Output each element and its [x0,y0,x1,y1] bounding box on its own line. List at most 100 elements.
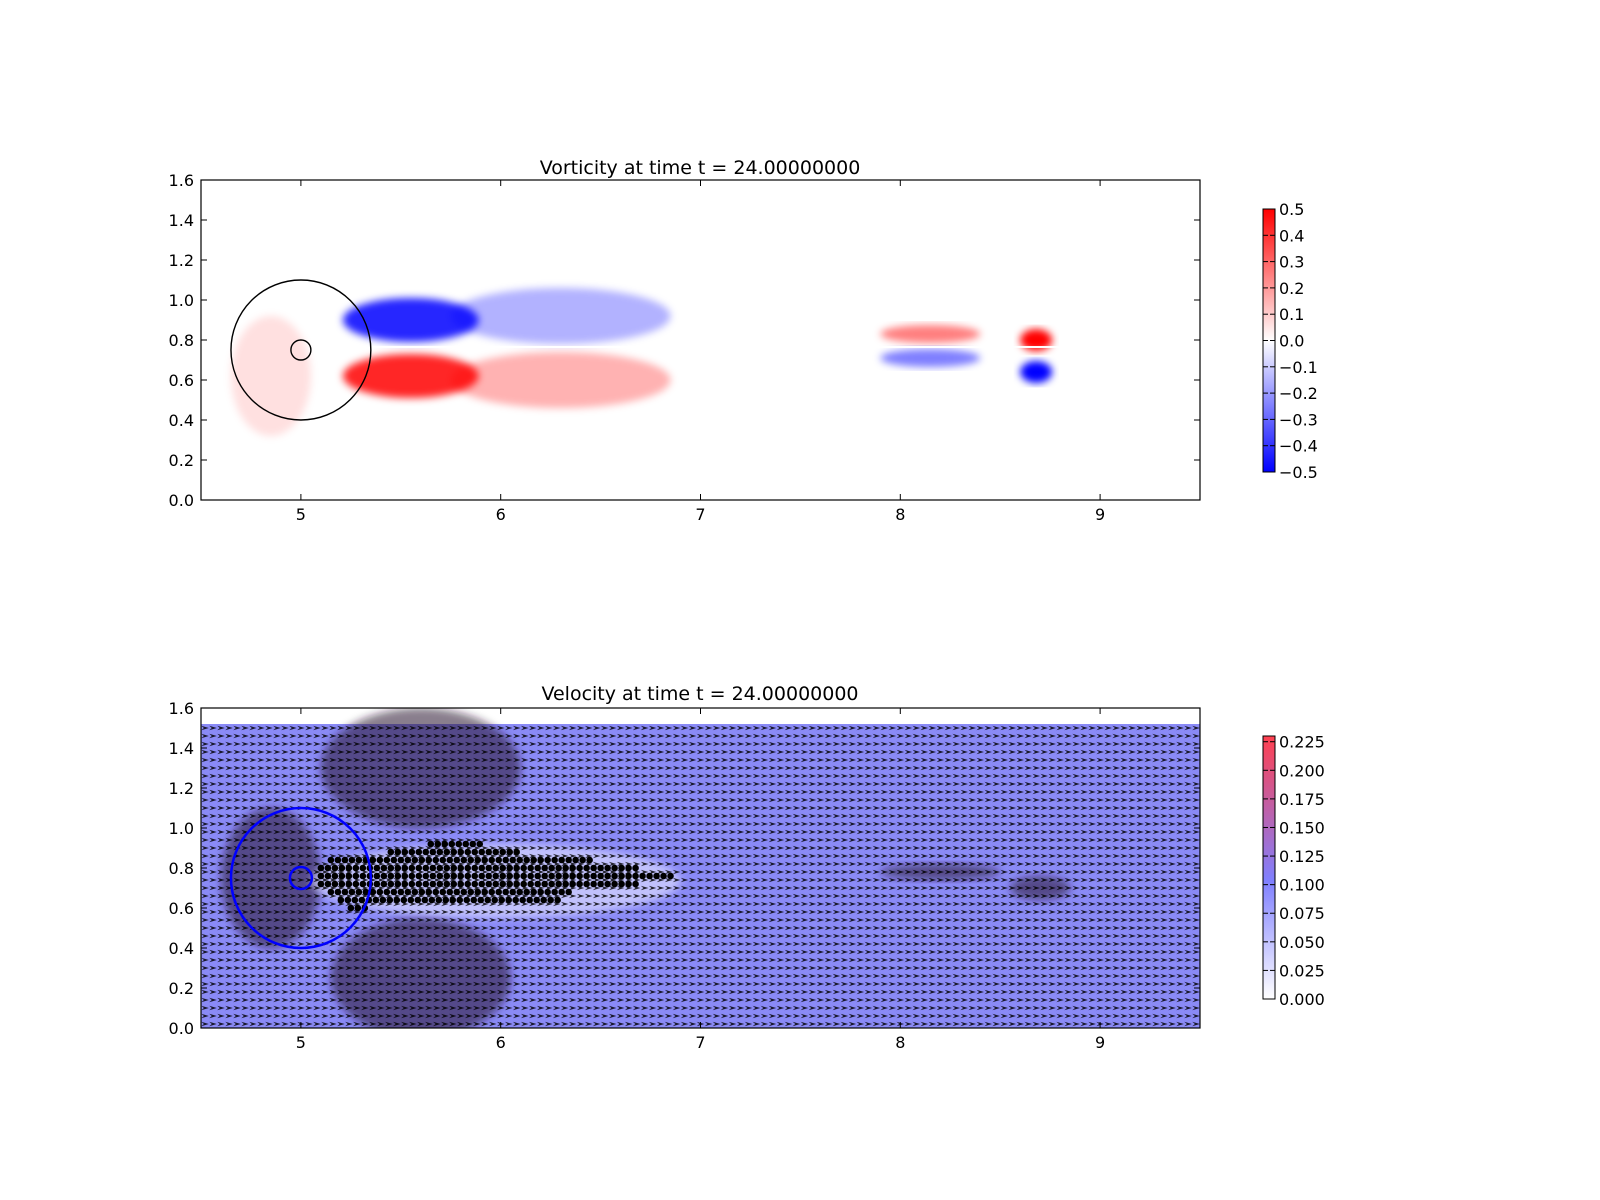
velocity-wake-dot [422,848,430,856]
velocity-wake-dot [443,848,451,856]
velocity-wake-dot [317,872,325,880]
velocity-wake-dot [565,888,572,896]
velocity-wake-dot [453,888,461,896]
vorticity-cb-tick-label: −0.5 [1279,463,1318,482]
velocity-wake-dot [618,864,625,872]
velocity-wake-dot [460,856,468,864]
velocity-wake-dot [611,880,618,888]
velocity-wake-dot [379,896,387,904]
velocity-wake-dot [467,856,475,864]
velocity-dark-region [220,808,321,948]
velocity-title: Velocity at time t = 24.00000000 [541,683,858,705]
velocity-wake-dot [327,856,335,864]
vorticity-xtick-label: 6 [496,505,506,524]
velocity-wake-dot [327,888,335,896]
vorticity-xtick-label: 8 [895,505,905,524]
velocity-wake-dot [390,888,398,896]
velocity-wake-dot [513,880,520,888]
velocity-wake-dot [541,880,548,888]
velocity-circle [229,806,373,950]
velocity-cb-tick-label: 0.225 [1279,733,1325,752]
vorticity-title: Vorticity at time t = 24.00000000 [540,157,861,179]
vorticity-ytick-label: 0.2 [169,451,194,470]
velocity-xtick-label: 8 [895,1033,905,1052]
velocity-wake-dot [464,880,472,888]
velocity-wake-dot [653,872,660,880]
velocity-wake-dot [492,848,500,856]
velocity-wake-dot [450,848,458,856]
velocity-ytick-label: 1.6 [169,699,194,718]
velocity-wake-dot [548,880,555,888]
velocity-wake-dot [509,888,516,896]
velocity-wake-dot [393,896,401,904]
velocity-wake-dot [534,880,541,888]
velocity-wake-dot [422,880,430,888]
velocity-wake-dot [499,880,506,888]
velocity-wake-dot [527,872,534,880]
velocity-wake-dot [495,856,503,864]
velocity-wake-dot [450,864,458,872]
velocity-wake-dot [512,896,519,904]
velocity-wake-dot [380,880,388,888]
velocity-wake-dot [415,880,423,888]
velocity-cb-tick-label: 0.125 [1279,847,1325,866]
vorticity-halo [230,316,311,436]
velocity-wake-dot [632,872,639,880]
velocity-wake-dot [358,896,366,904]
vorticity-structure [1020,329,1053,351]
velocity-wake-dot [439,888,447,896]
velocity-wake-dot [334,888,342,896]
velocity-wake-dot [576,864,583,872]
velocity-wake-dot [597,880,604,888]
velocity-wake-dot [471,864,479,872]
velocity-wake-dot [359,872,367,880]
velocity-wake-dot [537,856,544,864]
velocity-wake-dot [660,872,667,880]
velocity-wake-dot [527,864,534,872]
velocity-wake-dot [562,864,569,872]
velocity-wake-dot [387,872,395,880]
velocity-wake-dot [586,856,593,864]
velocity-wake-dot [537,888,544,896]
velocity-wake-dot [476,840,484,848]
velocity-wake-dot [425,856,433,864]
velocity-cb-tick-label: 0.200 [1279,761,1325,780]
velocity-wake-dot [390,856,398,864]
velocity-wake-dot [373,880,381,888]
velocity-cb-tick-label: 0.075 [1279,904,1325,923]
velocity-wake-dot [425,888,433,896]
velocity-wake-dot [502,888,509,896]
velocity-wake-dot [579,856,586,864]
velocity-wake-dot [467,888,475,896]
velocity-wake-dot [317,880,325,888]
velocity-wake-dot [429,880,437,888]
velocity-wake-dot [625,880,632,888]
velocity-wake-dot [415,864,423,872]
vorticity-structure [450,288,671,344]
velocity-wake-dot [331,880,339,888]
velocity-wake-dot [530,888,537,896]
velocity-wake-dot [499,872,506,880]
velocity-ytick-label: 0.8 [169,859,194,878]
vorticity-cb-tick-label: 0.5 [1279,200,1304,219]
velocity-wake-dot [583,880,590,888]
velocity-wake-dot [376,888,384,896]
velocity-wake-dot [344,896,352,904]
velocity-wake-dot [498,896,505,904]
velocity-wake-dot [544,856,551,864]
velocity-wake-dot [534,864,541,872]
velocity-wake-dot [373,864,381,872]
velocity-wake-dot [590,872,597,880]
vorticity-circles [230,279,372,421]
velocity-wake-dot [544,888,551,896]
velocity-wake-dot [597,872,604,880]
velocity-wake-dot [404,888,412,896]
velocity-wake-dot [397,856,405,864]
velocity-colorbar [1262,735,1276,1000]
vorticity-cb-tick-label: 0.4 [1279,226,1304,245]
velocity-wake-dot [551,856,558,864]
velocity-wake-dot [469,840,477,848]
velocity-xtick-label: 9 [1095,1033,1105,1052]
vorticity-cb-tick-label: −0.4 [1279,437,1318,456]
